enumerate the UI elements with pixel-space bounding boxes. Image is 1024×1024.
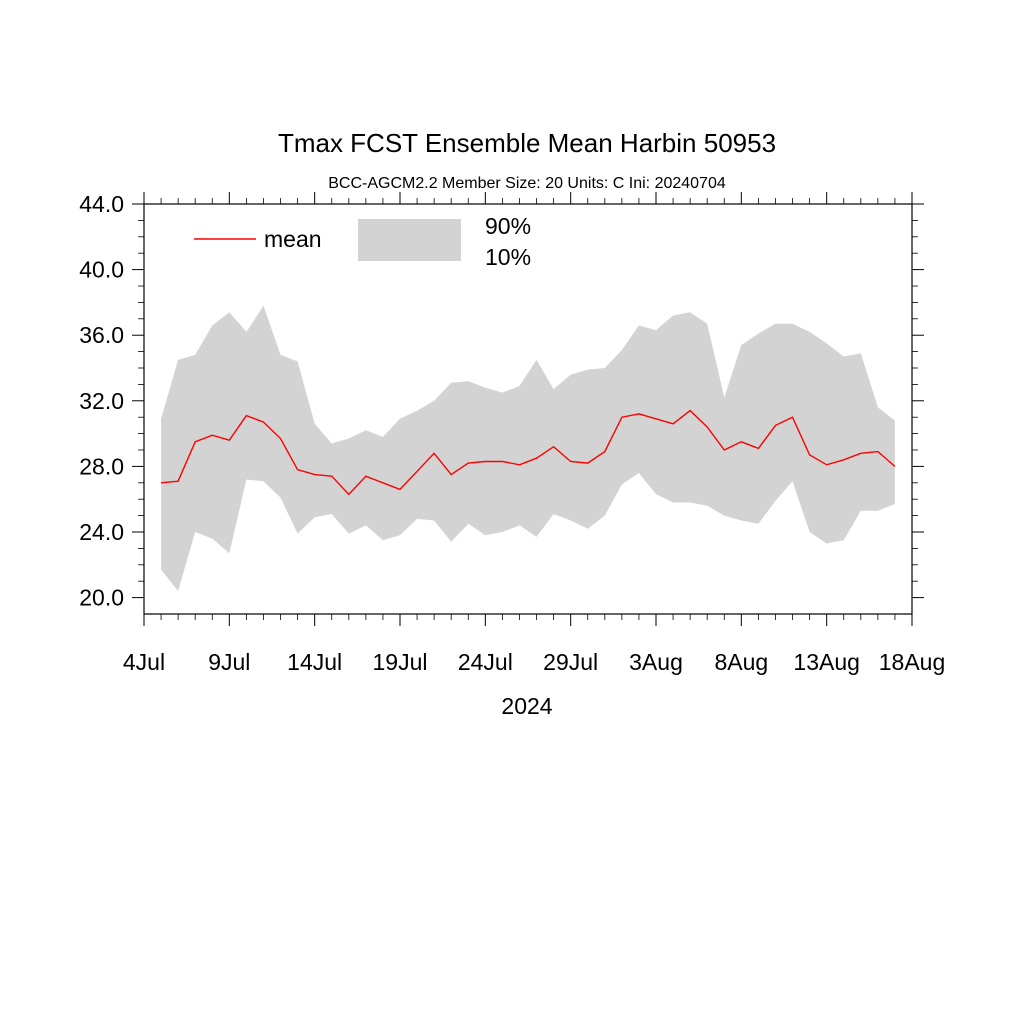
x-axis-label: 2024	[501, 693, 552, 719]
x-tick-label: 14Jul	[287, 649, 342, 675]
y-tick-label: 24.0	[79, 519, 124, 545]
x-tick-label: 24Jul	[458, 649, 513, 675]
x-tick-label: 9Jul	[208, 649, 250, 675]
chart-subtitle: BCC-AGCM2.2 Member Size: 20 Units: C Ini…	[328, 175, 726, 192]
y-tick-label: 44.0	[79, 191, 124, 217]
y-tick-label: 20.0	[79, 585, 124, 611]
legend-band-upper-label: 90%	[485, 213, 531, 239]
mean-line	[161, 409, 896, 496]
plot-frame	[143, 203, 913, 615]
x-tick-label: 4Jul	[123, 649, 165, 675]
x-tick-label: 19Jul	[373, 649, 428, 675]
percentile-band	[161, 305, 895, 591]
x-tick-label: 29Jul	[543, 649, 598, 675]
x-tick-label: 3Aug	[629, 649, 683, 675]
legend: mean 90% 10%	[194, 213, 531, 270]
chart-title: Tmax FCST Ensemble Mean Harbin 50953	[278, 128, 776, 158]
y-tick-label: 32.0	[79, 388, 124, 414]
y-tick-label: 36.0	[79, 322, 124, 348]
x-tick-label: 8Aug	[714, 649, 768, 675]
legend-band-swatch	[358, 219, 461, 261]
legend-band-lower-label: 10%	[485, 244, 531, 270]
y-tick-label: 28.0	[79, 453, 124, 479]
x-tick-label: 18Aug	[879, 649, 946, 675]
y-tick-label: 40.0	[79, 257, 124, 283]
legend-mean-label: mean	[264, 226, 322, 252]
x-tick-label: 13Aug	[793, 649, 860, 675]
